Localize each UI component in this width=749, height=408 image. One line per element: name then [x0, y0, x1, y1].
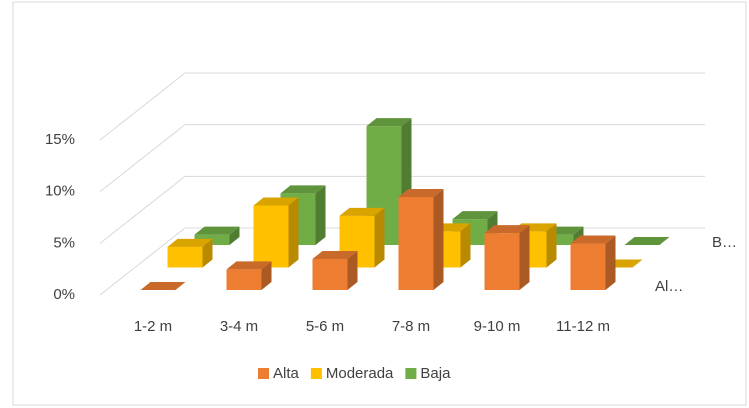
bar	[484, 225, 530, 290]
x-tick-label: 5-6 m	[306, 318, 344, 335]
bar-front	[570, 243, 606, 290]
legend-label: Baja	[420, 365, 451, 382]
bar-side	[460, 223, 471, 268]
bar-front	[253, 205, 289, 268]
bar-top	[484, 225, 530, 234]
bar-top	[570, 235, 616, 244]
bar-front	[167, 246, 203, 268]
legend-label: Moderada	[326, 365, 394, 382]
x-tick-label: 7-8 m	[392, 318, 430, 335]
bar	[312, 251, 358, 290]
y-tick-label: 0%	[53, 286, 75, 303]
bar-top	[312, 251, 358, 259]
x-tick-label: 1-2 m	[134, 318, 172, 335]
bar	[570, 235, 616, 290]
y-tick-label: 15%	[45, 131, 75, 148]
bar	[253, 197, 299, 268]
bar-side	[519, 225, 530, 290]
bar-top	[167, 238, 213, 247]
bar-top	[280, 185, 326, 194]
bar-top	[253, 197, 299, 206]
bar-top	[624, 237, 670, 245]
bar-side	[374, 207, 385, 268]
bar	[226, 261, 272, 290]
legend-label: Alta	[273, 365, 300, 382]
bar-side	[433, 189, 444, 290]
legend-swatch	[405, 368, 417, 379]
bar-front	[398, 197, 434, 290]
bar-front	[226, 269, 262, 290]
bar	[140, 282, 186, 290]
legend-swatch	[258, 368, 269, 379]
bar-front	[484, 233, 520, 290]
bar-top	[339, 207, 385, 216]
bar-top	[140, 282, 186, 290]
grid-line	[99, 124, 705, 193]
depth-label: B…	[712, 234, 737, 251]
x-tick-label: 3-4 m	[220, 318, 258, 335]
bar	[398, 189, 444, 290]
bar-top	[398, 189, 444, 197]
bar-side	[288, 197, 299, 268]
legend-swatch	[310, 368, 322, 379]
bar-side	[229, 226, 240, 245]
bar	[624, 237, 670, 245]
y-tick-label: 10%	[45, 183, 75, 200]
bar-top	[226, 261, 272, 270]
y-tick-label: 5%	[53, 234, 75, 251]
bar-top	[452, 211, 498, 220]
x-tick-label: 11-12 m	[556, 318, 610, 335]
bar-side	[546, 223, 557, 268]
grid-line	[99, 72, 705, 141]
bar-side	[261, 261, 272, 290]
bar	[167, 238, 213, 268]
x-tick-label: 9-10 m	[474, 318, 521, 335]
depth-label: Al…	[655, 278, 683, 295]
bar-side	[347, 251, 358, 290]
bar-side	[605, 235, 616, 290]
grid-line	[99, 175, 705, 244]
bar-top	[366, 118, 412, 127]
bar-front	[312, 259, 348, 290]
bar-side	[315, 185, 326, 245]
bar-side	[202, 238, 213, 268]
bar-top	[194, 226, 240, 235]
